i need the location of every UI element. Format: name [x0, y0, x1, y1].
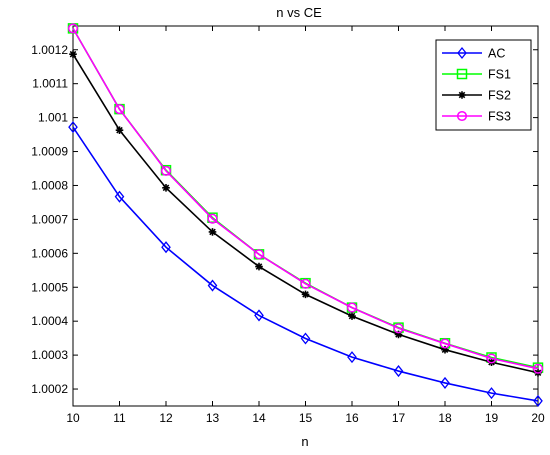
data-point-fs2	[162, 184, 170, 192]
legend-marker-ac	[457, 46, 467, 60]
series-line-fs3	[72, 27, 539, 370]
x-tick-label: 17	[392, 411, 406, 425]
legend-label: FS3	[488, 110, 511, 124]
data-point-fs2	[348, 312, 356, 320]
data-point-fs3	[253, 249, 265, 260]
x-tick-label: 18	[438, 411, 452, 425]
x-tick-label: 11	[113, 411, 126, 425]
data-point-fs3	[346, 302, 358, 313]
x-tick-label: 13	[206, 411, 220, 425]
data-point-ac	[347, 351, 357, 364]
data-point-fs3	[486, 353, 497, 364]
data-point-ac	[254, 309, 264, 322]
x-tick-label: 12	[159, 411, 173, 425]
data-point-fs3	[67, 23, 79, 34]
data-point-fs3	[300, 278, 311, 289]
y-tick-label: 1.0011	[32, 77, 68, 91]
x-tick-label: 14	[252, 411, 266, 425]
data-point-ac	[207, 279, 218, 292]
x-tick-label: 19	[485, 411, 499, 425]
legend-label: FS2	[488, 89, 511, 103]
legend-marker-fs1	[456, 68, 468, 80]
y-tick-label: 1.0002	[31, 382, 68, 396]
legend-label: FS1	[488, 68, 511, 82]
data-point-fs2	[115, 126, 124, 134]
legend-label: AC	[488, 47, 505, 61]
data-point-fs3	[532, 363, 544, 374]
series-fs3	[67, 23, 544, 374]
data-point-fs2	[394, 330, 403, 339]
legend-marker-fs3	[456, 110, 468, 122]
legend-item-fs2: FS2	[442, 89, 511, 103]
data-point-ac	[533, 394, 543, 407]
data-point-ac	[161, 241, 171, 254]
data-point-ac	[300, 332, 311, 345]
legend: AC FS1 FS2 FS3	[435, 39, 532, 131]
x-tick-label: 10	[66, 411, 80, 425]
y-tick-label: 1.001	[38, 111, 68, 125]
data-point-ac	[68, 121, 78, 134]
legend-item-fs1: FS1	[442, 68, 511, 82]
x-tick-label: 15	[299, 411, 313, 425]
y-tick-label: 1.0006	[31, 246, 68, 260]
data-point-ac	[114, 190, 125, 203]
data-point-fs2	[255, 262, 263, 271]
data-point-ac	[486, 387, 497, 400]
y-tick-label: 1.0003	[31, 348, 68, 362]
legend-box	[435, 39, 532, 131]
chart-title: n vs CE	[276, 5, 322, 20]
data-point-fs2	[208, 228, 217, 236]
data-point-fs2	[301, 290, 310, 299]
legend-marker-fs2	[458, 91, 466, 99]
legend-item-ac: AC	[442, 47, 505, 61]
data-point-fs2	[441, 345, 449, 354]
y-tick-label: 1.0005	[31, 280, 68, 294]
data-point-fs3	[114, 104, 125, 115]
data-point-fs3	[393, 323, 404, 334]
data-point-fs3	[207, 213, 218, 224]
series-line-ac	[72, 126, 539, 402]
y-axis: 1.0002 1.0003 1.0004 1.0005 1.0006 1.0007 1.00…	[31, 43, 538, 396]
legend-item-fs3: FS3	[442, 110, 511, 124]
data-point-fs3	[439, 338, 451, 349]
x-tick-label: 20	[531, 411, 545, 425]
data-point-ac	[393, 365, 404, 378]
y-tick-label: 1.0008	[31, 178, 68, 192]
y-tick-label: 1.0007	[31, 212, 68, 226]
x-tick-label: 16	[345, 411, 359, 425]
data-point-fs2	[69, 50, 77, 58]
y-tick-label: 1.0009	[31, 145, 68, 159]
data-point-ac	[440, 376, 450, 389]
x-axis-label: n	[301, 434, 308, 449]
data-point-fs3	[160, 165, 172, 176]
series-layer	[67, 23, 544, 407]
y-tick-label: 1.0004	[31, 314, 68, 328]
y-tick-label: 1.0012	[31, 43, 68, 57]
series-ac	[68, 121, 543, 407]
x-axis: 10 11 12 13 14 15 16 17 18 19 20	[66, 26, 545, 425]
